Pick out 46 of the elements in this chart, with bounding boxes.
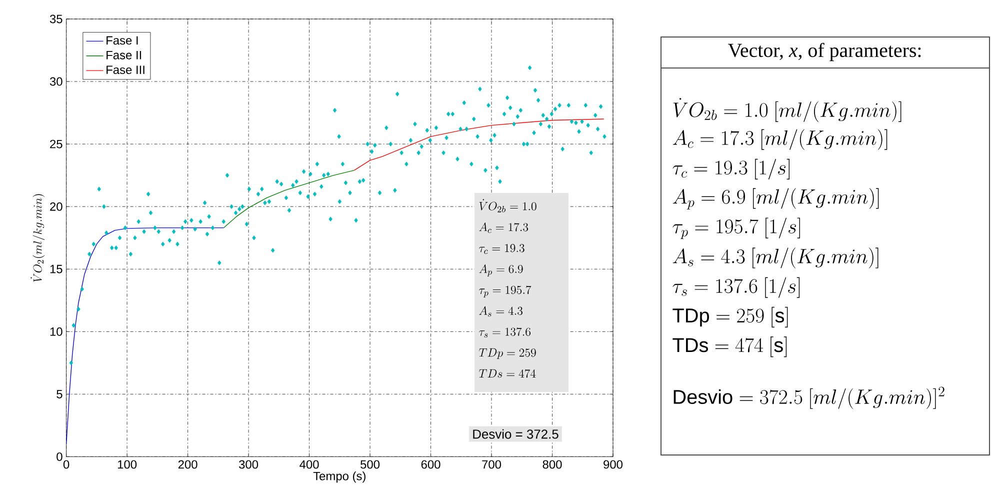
line-series: [354, 118, 604, 171]
legend-label: Fase I: [106, 36, 138, 45]
text: $\tau_c = 19.3\ [1/s]$: [672, 158, 790, 180]
annotation: $TDp = 259$: [478, 348, 536, 359]
y-tick-label: 5: [56, 390, 62, 398]
x-tick-label: 100: [118, 460, 137, 469]
x-axis-title: Tempo (s): [313, 472, 366, 483]
legend-label: Fase III: [106, 66, 144, 74]
x-tick-label: 900: [604, 460, 623, 469]
y-tick-label: 0: [56, 452, 62, 461]
annotation: $A_p = 6.9$: [479, 264, 523, 276]
annotation: $A_c = 17.3$: [479, 222, 528, 233]
annotation: $TDs = 474$: [478, 369, 536, 378]
y-tick-label: 15: [50, 264, 62, 274]
text: Vector, x, of parameters:: [728, 42, 921, 62]
text: $\mathrm{Desvio} = 372.5\ [ml/(Kg.min)]^2$: [674, 386, 944, 409]
x-tick-label: 0: [63, 460, 70, 469]
annotation: $\tau_p = 195.7$: [479, 286, 532, 298]
x-tick-label: 200: [178, 460, 198, 469]
y-tick-label: 25: [50, 140, 62, 148]
line-series: [66, 227, 224, 445]
x-tick-label: 800: [542, 460, 562, 469]
y-tick-label: 30: [50, 77, 62, 86]
x-tick-label: 700: [482, 460, 502, 469]
y-tick-label: 35: [50, 14, 62, 24]
annotation: $\tau_s = 137.6$: [479, 328, 530, 338]
y-axis-title: $\dot{V}O_2(ml/kg.min)$: [30, 194, 45, 282]
x-tick-label: 400: [300, 460, 319, 469]
annotation: $\dot{V}O_{2b} = 1.0$: [479, 199, 536, 212]
text: $A_s = 4.3\ [ml/(Kg.min)]$: [672, 248, 878, 268]
y-tick-label: 20: [50, 202, 62, 211]
y-tick-label: 10: [50, 327, 62, 336]
x-tick-label: 600: [421, 460, 440, 469]
text: $\mathrm{TDs} = 474\ [\mathrm{s}]$: [672, 336, 787, 358]
text: $\tau_p = 195.7\ [1/s]$: [672, 218, 800, 240]
legend-label: Fase II: [106, 51, 142, 60]
x-tick-label: 300: [239, 460, 258, 469]
text: $A_c = 17.3\ [ml/(Kg.min)]$: [672, 129, 888, 150]
text: $\dot{V}O_{2b} = 1.0\ [ml/(Kg.min)]$: [673, 98, 902, 122]
text: $A_p = 6.9\ [ml/(Kg.min)]$: [672, 188, 879, 210]
annotation: $\tau_c = 19.3$: [479, 244, 524, 254]
text: $\mathrm{TDp} = 259\ [\mathrm{s}]$: [672, 306, 788, 328]
x-tick-label: 500: [360, 460, 380, 469]
annotation: Desvio = 372.5: [473, 429, 558, 439]
annotation: $A_s = 4.3$: [479, 306, 522, 317]
text: $\tau_s = 137.6\ [1/s]$: [672, 277, 800, 298]
